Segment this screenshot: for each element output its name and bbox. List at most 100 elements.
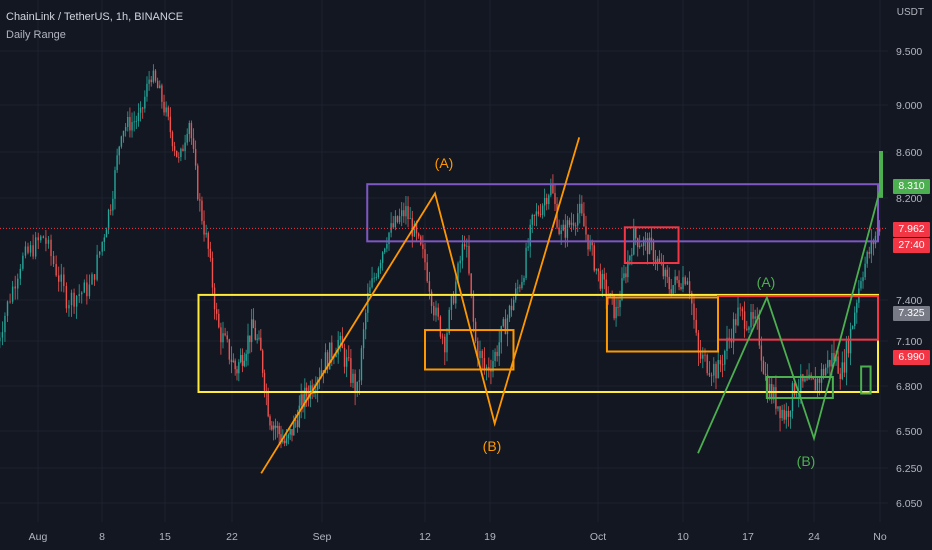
candle-body xyxy=(331,342,333,358)
zone-box[interactable] xyxy=(879,151,883,198)
candle-body xyxy=(354,373,356,393)
wave-label: (A) xyxy=(757,274,776,290)
candle-body xyxy=(298,405,301,427)
candle-body xyxy=(294,419,297,421)
candle-body xyxy=(96,254,98,280)
candle-body xyxy=(704,354,706,356)
candle-body xyxy=(371,278,373,288)
price-axis[interactable]: 9.500 9.000 8.600 8.200 7.400 7.100 6.800 6.500… xyxy=(896,46,922,510)
candle-body xyxy=(163,101,165,113)
candle-body xyxy=(710,375,713,377)
candle-body xyxy=(726,337,728,351)
candle-body xyxy=(180,148,182,157)
candle-body xyxy=(481,350,483,359)
zone-box[interactable] xyxy=(366,183,879,243)
candle-body xyxy=(34,237,37,257)
candle-body xyxy=(617,306,619,308)
candle-body xyxy=(362,329,365,349)
candle-body xyxy=(315,389,317,391)
wave-line[interactable] xyxy=(697,189,881,454)
candle-body xyxy=(135,121,138,122)
price-tick-label: 8.200 xyxy=(896,193,922,205)
candle-body xyxy=(502,319,505,327)
candle-body xyxy=(375,277,377,279)
wave-line[interactable] xyxy=(260,137,581,474)
candle-body xyxy=(249,335,251,343)
candle-body xyxy=(521,282,523,289)
candle-body xyxy=(407,206,409,219)
candle-body xyxy=(719,360,722,365)
candle-body xyxy=(358,380,361,382)
time-axis[interactable]: Aug 8 15 22 Sep 12 19 Oct 10 17 24 No xyxy=(29,531,887,543)
candle-body xyxy=(684,277,686,285)
candle-body xyxy=(19,268,22,279)
candle-body xyxy=(289,429,291,435)
candle-body xyxy=(728,337,730,339)
candle-body xyxy=(874,235,877,245)
candle-body xyxy=(457,263,459,282)
candle-body xyxy=(83,282,86,293)
candle-body xyxy=(483,358,486,370)
candle-body xyxy=(388,232,390,245)
candle-body xyxy=(220,327,222,343)
candle-body xyxy=(154,70,157,81)
zone-box[interactable] xyxy=(605,296,720,353)
candle-body xyxy=(814,379,817,391)
candle-body xyxy=(868,251,870,254)
candle-body xyxy=(579,203,581,214)
candle-body xyxy=(860,281,862,289)
candle-body xyxy=(831,353,833,367)
zone-box[interactable] xyxy=(623,226,680,265)
candle-body xyxy=(824,367,827,376)
candle-body xyxy=(789,411,792,417)
candle-body xyxy=(98,251,101,255)
candle-body xyxy=(793,383,796,396)
price-tick-label: 9.500 xyxy=(896,46,922,58)
candle-body xyxy=(152,70,155,83)
currency-label: USDT xyxy=(896,7,924,18)
candle-body xyxy=(574,225,577,227)
price-tick-label: 7.100 xyxy=(896,336,922,348)
zone-box[interactable] xyxy=(860,365,872,395)
candle-body xyxy=(674,276,676,286)
candle-body xyxy=(833,353,835,362)
candle-body xyxy=(756,316,758,318)
candle-body xyxy=(652,241,655,261)
candle-body xyxy=(300,394,302,406)
zone-box[interactable] xyxy=(197,293,879,393)
candle-body xyxy=(864,263,866,278)
candle-body xyxy=(818,378,821,383)
candle-body xyxy=(820,369,823,383)
candle-body xyxy=(822,369,825,376)
candle-body xyxy=(512,299,515,311)
candle-body xyxy=(787,410,790,417)
candle-body xyxy=(70,292,73,306)
zone-box[interactable] xyxy=(424,329,515,371)
candle-body xyxy=(466,245,468,247)
candle-body xyxy=(668,276,670,290)
candle-body xyxy=(760,345,763,361)
candle-body xyxy=(302,394,304,408)
candle-body xyxy=(381,252,384,263)
candle-body xyxy=(293,419,295,436)
candle-body xyxy=(593,245,595,271)
candle-body xyxy=(601,273,603,289)
indicator-label[interactable]: Daily Range xyxy=(6,29,66,41)
price-tick-label: 6.250 xyxy=(896,463,922,475)
candle-body xyxy=(93,274,96,280)
candle-body xyxy=(444,336,446,353)
candle-body xyxy=(139,107,142,113)
candle-body xyxy=(377,268,380,278)
time-tick-label: 24 xyxy=(808,531,820,543)
candle-body xyxy=(827,360,829,368)
candle-body xyxy=(717,360,719,379)
candle-body xyxy=(862,277,864,282)
candle-body xyxy=(646,238,649,255)
candle-body xyxy=(352,373,354,383)
candle-body xyxy=(648,237,651,255)
candle-body xyxy=(226,335,228,340)
candle-body xyxy=(527,246,529,248)
candle-body xyxy=(205,232,207,235)
time-tick-label: 19 xyxy=(484,531,496,543)
